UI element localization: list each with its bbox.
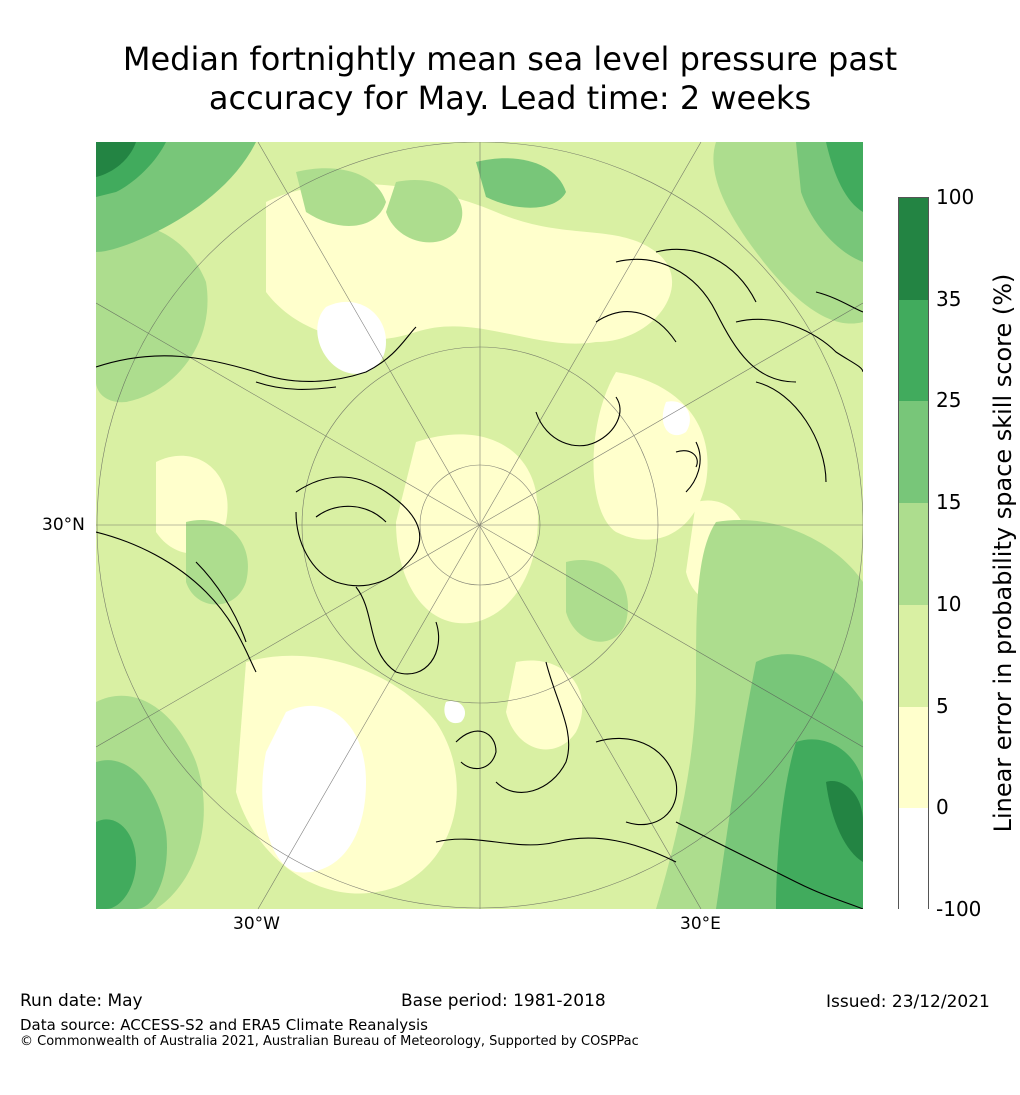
colorbar-tick-label: 10 (936, 591, 962, 616)
coastlines (96, 248, 863, 909)
colorbar-tick-label: 100 (936, 185, 975, 209)
colorbar-segment (899, 299, 928, 402)
skill-top-regions (96, 142, 863, 862)
colorbar-segment (899, 808, 928, 911)
run-date: Run date: May (20, 991, 143, 1011)
colorbar-segment (899, 198, 928, 301)
base-period: Base period: 1981-2018 (401, 991, 606, 1011)
lon-label-30w: 30°W (233, 914, 280, 934)
graticule (96, 142, 863, 909)
colorbar-tick-label: 25 (936, 388, 962, 413)
colorbar-segment (899, 401, 928, 504)
polar-map (96, 142, 863, 909)
colorbar-tick-label: -100 (936, 897, 982, 921)
colorbar-tick-label: 15 (936, 490, 962, 515)
colorbar-tick-label: 35 (936, 286, 962, 311)
colorbar-segment (899, 604, 928, 708)
title-line-2: accuracy for May. Lead time: 2 weeks (208, 79, 812, 117)
colorbar-title: Linear error in probability space skill … (989, 273, 1017, 833)
skill-negative-regions (262, 301, 690, 873)
colorbar-tick-label: 0 (936, 795, 949, 820)
issued-date: Issued: 23/12/2021 (826, 992, 990, 1012)
title-line-1: Median fortnightly mean sea level pressu… (122, 40, 898, 78)
lon-label-30e: 30°E (680, 914, 721, 934)
lat-label-30n: 30°N (42, 515, 85, 535)
chart-title: Median fortnightly mean sea level pressu… (0, 40, 1020, 118)
colorbar-segment (899, 706, 928, 809)
data-source: Data source: ACCESS-S2 and ERA5 Climate … (20, 1016, 428, 1034)
colorbar (898, 197, 929, 911)
colorbar-tick-label: 5 (936, 693, 949, 718)
colorbar-segment (899, 503, 928, 606)
copyright: © Commonwealth of Australia 2021, Austra… (20, 1034, 639, 1049)
